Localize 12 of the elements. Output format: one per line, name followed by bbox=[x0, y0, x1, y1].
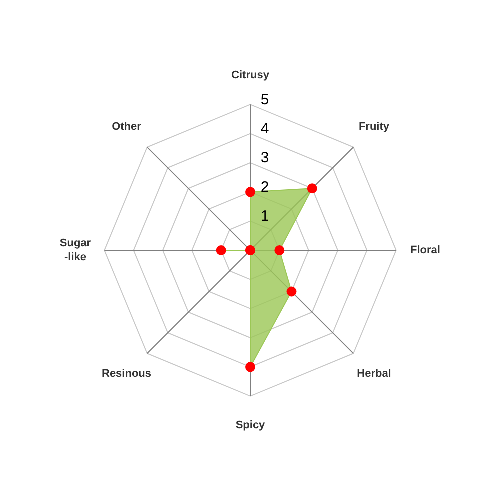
spoke-label: Fruity bbox=[358, 120, 390, 133]
y-tick-label: 5 bbox=[260, 91, 270, 108]
spoke-label: Other bbox=[112, 120, 142, 133]
y-tick-label: 4 bbox=[260, 120, 270, 138]
spoke-label: Citrusy bbox=[232, 70, 270, 82]
y-tick-label: 1 bbox=[260, 208, 270, 225]
spoke-label: Floral bbox=[410, 244, 440, 256]
spoke-label: Resinous bbox=[102, 368, 152, 380]
spoke-label: Sugar -like bbox=[60, 237, 92, 264]
spoke-label: Spicy bbox=[236, 420, 266, 432]
y-tick-label: 3 bbox=[260, 150, 270, 167]
spoke-label: Herbal bbox=[357, 368, 392, 380]
